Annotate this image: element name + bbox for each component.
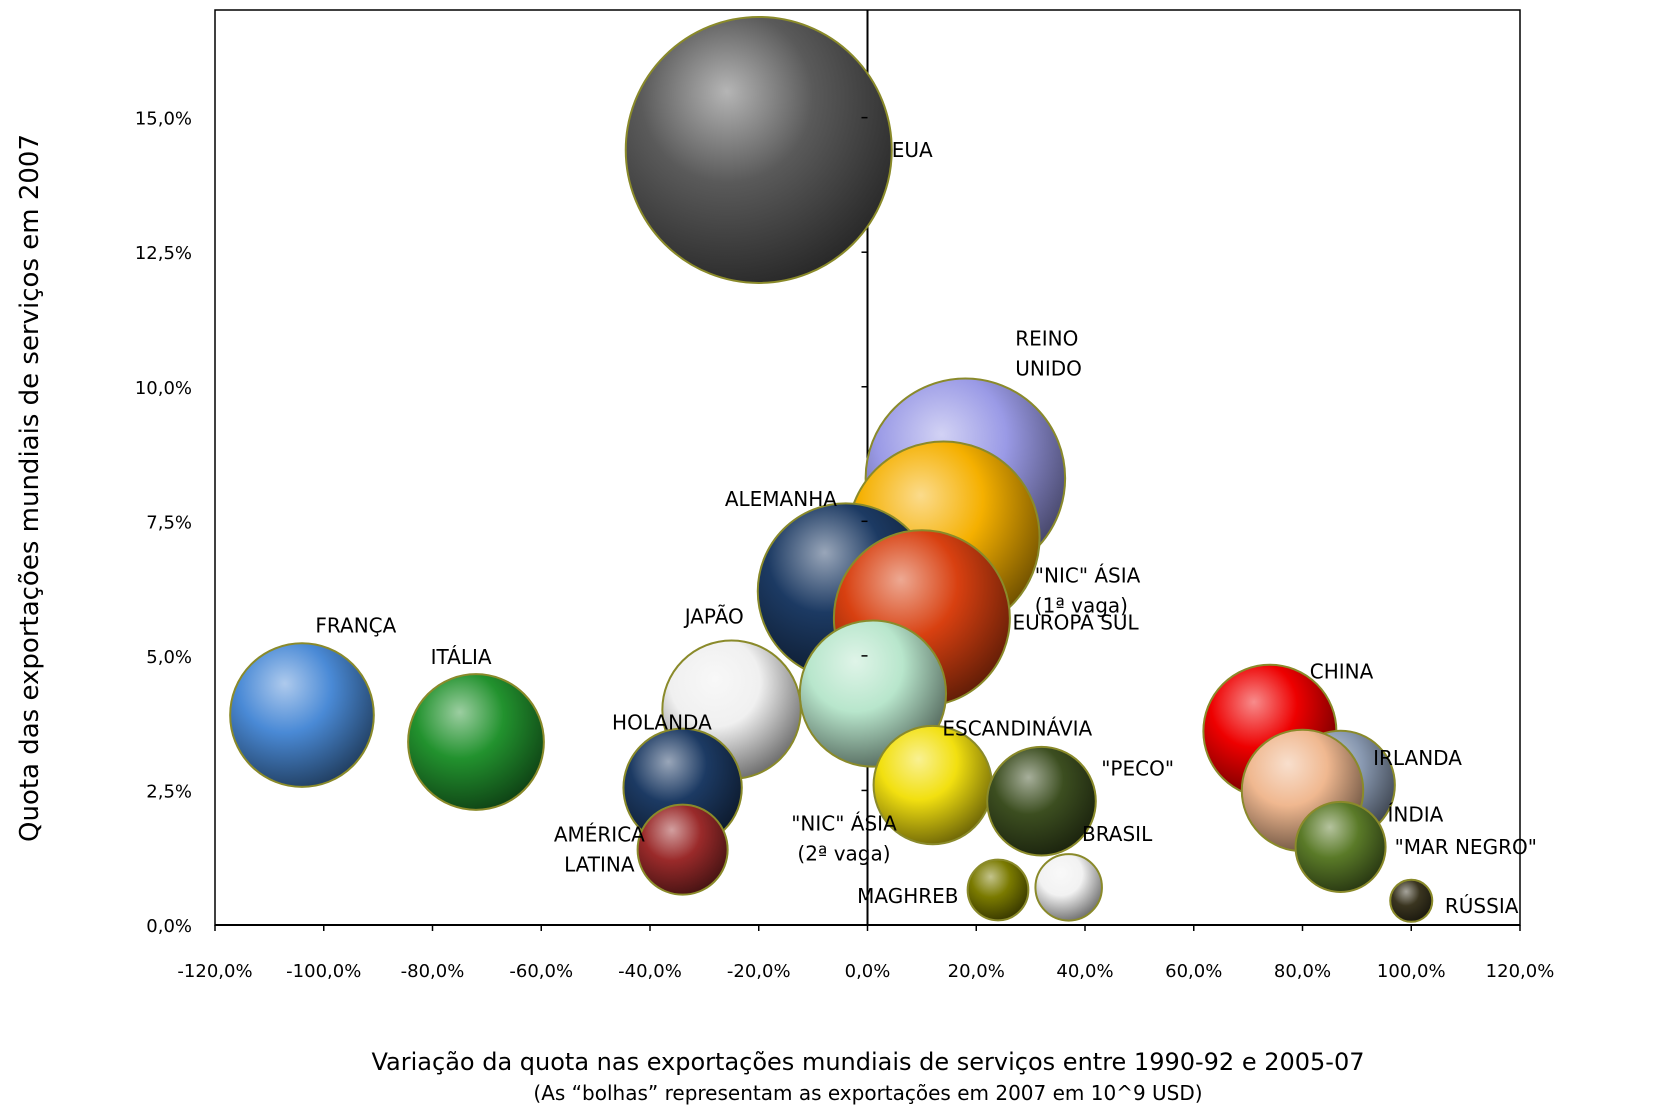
y-tick-label: 2,5% [146, 781, 192, 802]
bubble-label: REINO [1015, 327, 1078, 351]
bubble-label: LATINA [564, 853, 635, 877]
bubble-fran-a [229, 642, 375, 788]
bubble-label: ITÁLIA [431, 645, 492, 669]
bubble-maghreb [966, 858, 1030, 922]
bubble-label: EUROPA SUL [1012, 611, 1139, 635]
bubble-label: AMÉRICA [554, 823, 645, 847]
y-tick-label: 0,0% [146, 916, 192, 937]
bubble-label: (2ª vaga) [797, 841, 890, 865]
bubble-label: JAPÃO [683, 604, 744, 628]
bubble-label: EUA [892, 138, 933, 162]
bubble-label: RÚSSIA [1445, 894, 1519, 918]
x-tick-label: -60,0% [509, 961, 573, 982]
x-tick-label: 20,0% [948, 961, 1005, 982]
x-tick-label: 40,0% [1056, 961, 1113, 982]
bubble-peco [986, 745, 1097, 857]
bubble-label: IRLANDA [1373, 746, 1462, 770]
y-tick-label: 7,5% [146, 512, 192, 533]
y-tick-label: 5,0% [146, 647, 192, 668]
bubble-label: ALEMANHA [725, 487, 837, 511]
bubble-am-rica-latina [636, 803, 729, 896]
y-tick-label: 15,0% [135, 109, 192, 130]
x-tick-label: 80,0% [1274, 961, 1331, 982]
bubble-label: ÍNDIA [1387, 803, 1443, 827]
bubble-label: ESCANDINÁVIA [942, 717, 1092, 741]
bubble-it-lia [407, 673, 545, 811]
y-tick-label: 10,0% [135, 378, 192, 399]
bubble-label: "NIC" ÁSIA [791, 811, 897, 835]
bubble-label: (1ª vaga) [1035, 593, 1128, 617]
x-axis-title: Variação da quota nas exportações mundia… [372, 1048, 1365, 1076]
x-tick-label: -120,0% [177, 961, 252, 982]
bubble-mar-negro [1294, 800, 1387, 893]
x-tick-label: 100,0% [1377, 961, 1446, 982]
x-tick-label: 0,0% [845, 961, 891, 982]
bubble-label: "NIC" ÁSIA [1035, 563, 1141, 587]
y-axis-title: Quota das exportações mundiais de serviç… [15, 134, 45, 842]
bubble-label: BRASIL [1082, 822, 1153, 846]
bubble-brasil [1034, 853, 1103, 922]
bubble-label: CHINA [1310, 659, 1374, 683]
bubble-label: FRANÇA [315, 613, 396, 637]
x-tick-label: 60,0% [1165, 961, 1222, 982]
x-axis-note: (As “bolhas” representam as exportações … [533, 1081, 1202, 1105]
y-tick-label: 12,5% [135, 243, 192, 264]
bubble-label: HOLANDA [612, 711, 712, 735]
x-tick-label: -20,0% [727, 961, 791, 982]
bubble-label: UNIDO [1015, 357, 1082, 381]
x-tick-label: -80,0% [401, 961, 465, 982]
bubble-r-ssia [1389, 878, 1434, 923]
x-tick-label: -100,0% [286, 961, 361, 982]
bubble-label: "MAR NEGRO" [1395, 835, 1537, 859]
x-tick-label: -40,0% [618, 961, 682, 982]
x-tick-label: 120,0% [1486, 961, 1555, 982]
bubble-eua [624, 15, 893, 284]
bubble-label: "PECO" [1101, 757, 1174, 781]
bubble-label: MAGHREB [857, 884, 958, 908]
